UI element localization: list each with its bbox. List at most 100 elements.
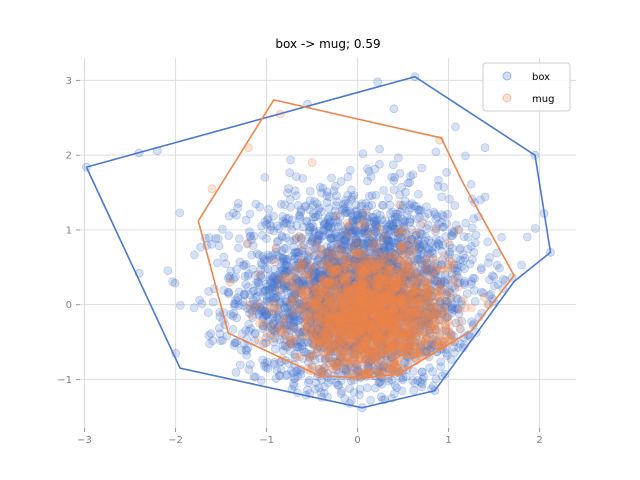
scatter-point-box [212, 258, 222, 268]
scatter-point-box [250, 302, 260, 312]
scatter-point-mug [319, 328, 328, 338]
scatter-point-box [449, 227, 459, 237]
scatter-point-box [325, 338, 335, 348]
scatter-point-box [421, 295, 431, 305]
scatter-point-mug [412, 284, 422, 294]
scatter-point-box [282, 257, 292, 267]
scatter-point-box [408, 292, 418, 302]
scatter-point-box [360, 253, 370, 262]
scatter-point-box [365, 286, 375, 296]
scatter-point-box [294, 277, 303, 287]
scatter-point-box [348, 219, 358, 229]
scatter-point-box [285, 168, 295, 178]
scatter-point-box [355, 339, 365, 348]
scatter-point-box [385, 241, 395, 251]
scatter-point-box [289, 374, 299, 384]
scatter-point-box [320, 306, 330, 316]
scatter-point-mug [225, 277, 235, 287]
scatter-point-mug [342, 260, 352, 270]
scatter-point-box [405, 244, 414, 254]
scatter-point-box [306, 223, 316, 233]
scatter-point-mug [385, 363, 395, 373]
scatter-point-box [313, 309, 323, 318]
scatter-point-mug [419, 327, 429, 337]
scatter-point-box [363, 320, 373, 330]
scatter-point-box [404, 257, 414, 267]
scatter-point-box [431, 325, 441, 335]
scatter-point-mug [366, 303, 376, 313]
scatter-point-box [405, 217, 415, 227]
scatter-point-box [327, 245, 337, 255]
scatter-point-box [326, 307, 336, 317]
scatter-point-box [282, 326, 292, 336]
scatter-point-box [338, 273, 348, 283]
scatter-point-box [408, 170, 418, 180]
scatter-point-box [260, 310, 270, 320]
scatter-point-mug [296, 241, 306, 251]
scatter-point-mug [362, 345, 372, 355]
scatter-point-box [319, 301, 329, 310]
scatter-point-box [340, 245, 350, 255]
scatter-point-box [445, 240, 455, 250]
scatter-point-box [517, 260, 526, 270]
scatter-point-box [303, 308, 312, 317]
scatter-point-box [360, 329, 369, 339]
scatter-point-box [370, 266, 380, 276]
scatter-point-box [301, 201, 311, 211]
scatter-point-box [424, 303, 434, 313]
scatter-point-box [282, 286, 292, 296]
scatter-point-box [245, 308, 255, 318]
scatter-point-box [326, 344, 336, 353]
scatter-point-mug [385, 279, 395, 289]
scatter-point-box [372, 343, 382, 353]
scatter-point-box [287, 225, 297, 234]
scatter-point-box [367, 200, 377, 210]
scatter-point-box [377, 341, 387, 351]
scatter-point-box [407, 331, 417, 340]
scatter-point-box [207, 239, 217, 249]
scatter-point-box [401, 187, 411, 197]
scatter-point-box [363, 176, 372, 186]
scatter-point-box [346, 185, 356, 195]
scatter-point-box [281, 214, 291, 224]
scatter-point-box [331, 315, 341, 325]
scatter-point-box [233, 243, 243, 253]
scatter-point-box [331, 378, 341, 388]
scatter-point-box [295, 212, 305, 221]
scatter-point-box [345, 206, 355, 216]
scatter-point-box [232, 337, 241, 347]
scatter-point-box [359, 322, 369, 332]
scatter-point-mug [362, 336, 372, 346]
x-tick-label: −1 [259, 435, 274, 446]
scatter-point-box [457, 299, 467, 309]
scatter-point-mug [361, 208, 371, 218]
scatter-point-mug [347, 312, 356, 322]
scatter-point-box [315, 182, 325, 192]
scatter-point-box [466, 179, 476, 189]
scatter-point-box [313, 210, 323, 220]
scatter-point-box [419, 267, 429, 277]
scatter-point-box [351, 226, 361, 236]
scatter-point-box [396, 312, 406, 322]
scatter-point-box [301, 347, 311, 357]
scatter-point-box [422, 258, 432, 268]
scatter-point-box [388, 256, 398, 266]
scatter-point-box [247, 306, 257, 316]
scatter-point-mug [479, 292, 489, 302]
scatter-point-mug [431, 256, 441, 265]
scatter-point-box [261, 363, 271, 372]
scatter-point-box [311, 304, 321, 313]
scatter-point-box [326, 281, 335, 291]
scatter-point-mug [303, 283, 312, 292]
scatter-point-mug [411, 228, 421, 237]
scatter-point-box [322, 270, 332, 280]
scatter-point-box [469, 285, 479, 295]
scatter-point-box [387, 309, 396, 319]
scatter-point-box [170, 278, 180, 288]
scatter-point-box [356, 274, 366, 284]
scatter-point-box [369, 242, 379, 252]
scatter-point-box [410, 378, 420, 388]
scatter-point-box [306, 316, 315, 326]
scatter-point-box [359, 225, 369, 235]
scatter-point-box [459, 232, 469, 242]
